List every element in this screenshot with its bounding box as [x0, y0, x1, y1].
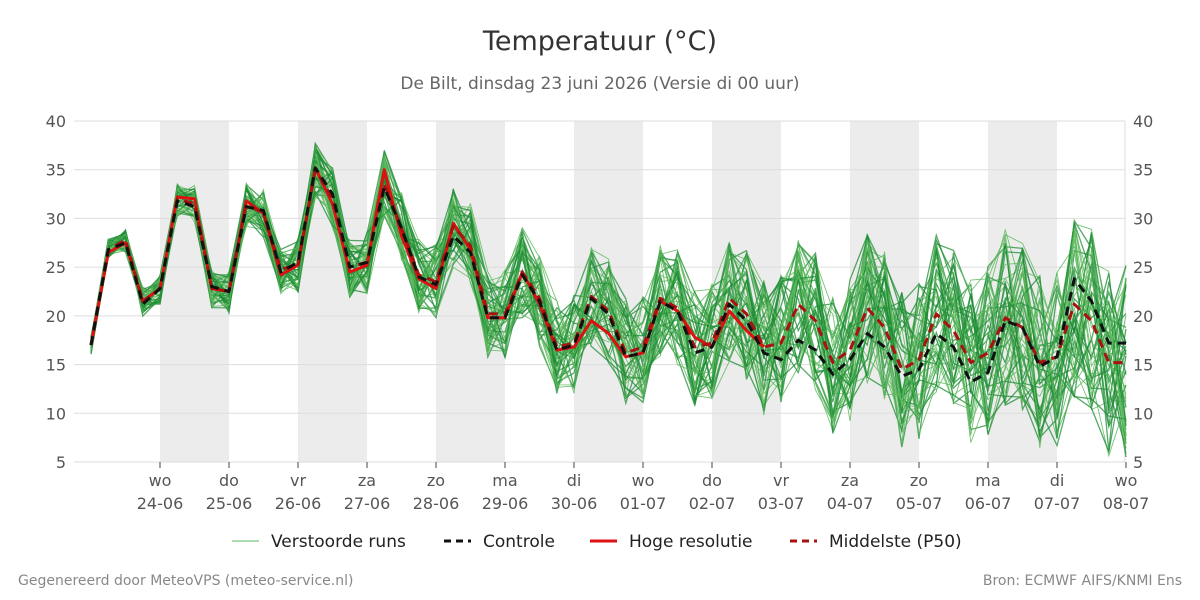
- ensemble-run-line: [90, 142, 1127, 448]
- y-tick-label-right: 15: [1133, 356, 1153, 375]
- ensemble-run-line: [90, 145, 1127, 443]
- y-tick-label-right: 5: [1133, 453, 1143, 472]
- x-tick-date-label: 25-06: [206, 494, 253, 513]
- x-tick-day-label: do: [702, 471, 722, 490]
- x-tick-day-label: za: [358, 471, 376, 490]
- y-tick-label-left: 15: [46, 356, 66, 375]
- x-tick-date-label: 26-06: [275, 494, 322, 513]
- x-tick-day-label: do: [219, 471, 239, 490]
- x-tick-day-label: wo: [1115, 471, 1138, 490]
- legend-label: Controle: [483, 532, 555, 552]
- x-tick-date-label: 29-06: [482, 494, 529, 513]
- ensemble-run-line: [90, 185, 1127, 404]
- y-tick-label-left: 25: [46, 258, 66, 277]
- y-tick-label-right: 40: [1133, 112, 1153, 131]
- y-tick-label-left: 40: [46, 112, 66, 131]
- legend-label: Middelste (P50): [829, 532, 962, 552]
- legend-label: Verstoorde runs: [271, 532, 406, 552]
- x-tick-date-label: 05-07: [896, 494, 943, 513]
- x-tick-date-label: 28-06: [413, 494, 460, 513]
- ensemble-run-line: [90, 170, 1127, 435]
- y-tick-label-left: 10: [46, 404, 66, 423]
- x-tick-day-label: ma: [975, 471, 1000, 490]
- x-tick-day-label: zo: [910, 471, 928, 490]
- x-tick-date-label: 07-07: [1034, 494, 1081, 513]
- x-tick-day-label: di: [567, 471, 582, 490]
- ensemble-run-line: [90, 149, 1127, 424]
- y-tick-label-right: 10: [1133, 404, 1153, 423]
- x-tick-date-label: 03-07: [758, 494, 805, 513]
- x-tick-day-label: vr: [290, 471, 306, 490]
- x-tick-date-label: 02-07: [689, 494, 736, 513]
- y-tick-label-right: 20: [1133, 307, 1153, 326]
- x-tick-day-label: vr: [773, 471, 789, 490]
- chart-subtitle: De Bilt, dinsdag 23 juni 2026 (Versie di…: [400, 74, 799, 94]
- y-tick-label-right: 35: [1133, 161, 1153, 180]
- x-tick-date-label: 01-07: [620, 494, 667, 513]
- y-tick-label-right: 25: [1133, 258, 1153, 277]
- y-tick-label-left: 30: [46, 209, 66, 228]
- series-line-controle: [89, 166, 1126, 384]
- y-tick-label-left: 5: [56, 453, 66, 472]
- x-tick-date-label: 04-07: [827, 494, 874, 513]
- y-tick-label-left: 20: [46, 307, 66, 326]
- legend: Verstoorde runs Controle Hoge resolutie Mid…: [232, 532, 962, 552]
- y-tick-label-right: 30: [1133, 209, 1153, 228]
- x-tick-day-label: za: [841, 471, 859, 490]
- chart-title: Temperatuur (°C): [482, 26, 717, 57]
- footer-source: Bron: ECMWF AIFS/KNMI Ens: [983, 573, 1182, 589]
- footer-generated-by: Gegenereerd door MeteoVPS (meteo-service…: [18, 573, 353, 589]
- ensemble-run-line: [90, 192, 1127, 443]
- x-tick-date-label: 06-07: [965, 494, 1012, 513]
- legend-label: Hoge resolutie: [629, 532, 753, 552]
- x-tick-date-label: 24-06: [137, 494, 184, 513]
- axes: 5 5 10 10 15 15 20 20 25 25 30 30 35 35 40 40 wo 24-06 do 2…: [46, 112, 1154, 513]
- main-series: [89, 166, 1126, 384]
- x-tick-day-label: di: [1050, 471, 1065, 490]
- day-shade-28-06: [436, 121, 505, 462]
- x-tick-date-label: 30-06: [551, 494, 598, 513]
- x-tick-date-label: 27-06: [344, 494, 391, 513]
- x-tick-day-label: wo: [632, 471, 655, 490]
- x-tick-date-label: 08-07: [1103, 494, 1150, 513]
- x-tick-day-label: zo: [427, 471, 445, 490]
- x-tick-day-label: ma: [492, 471, 517, 490]
- y-tick-label-left: 35: [46, 161, 66, 180]
- x-tick-day-label: wo: [149, 471, 172, 490]
- ensemble-run-line: [90, 163, 1127, 429]
